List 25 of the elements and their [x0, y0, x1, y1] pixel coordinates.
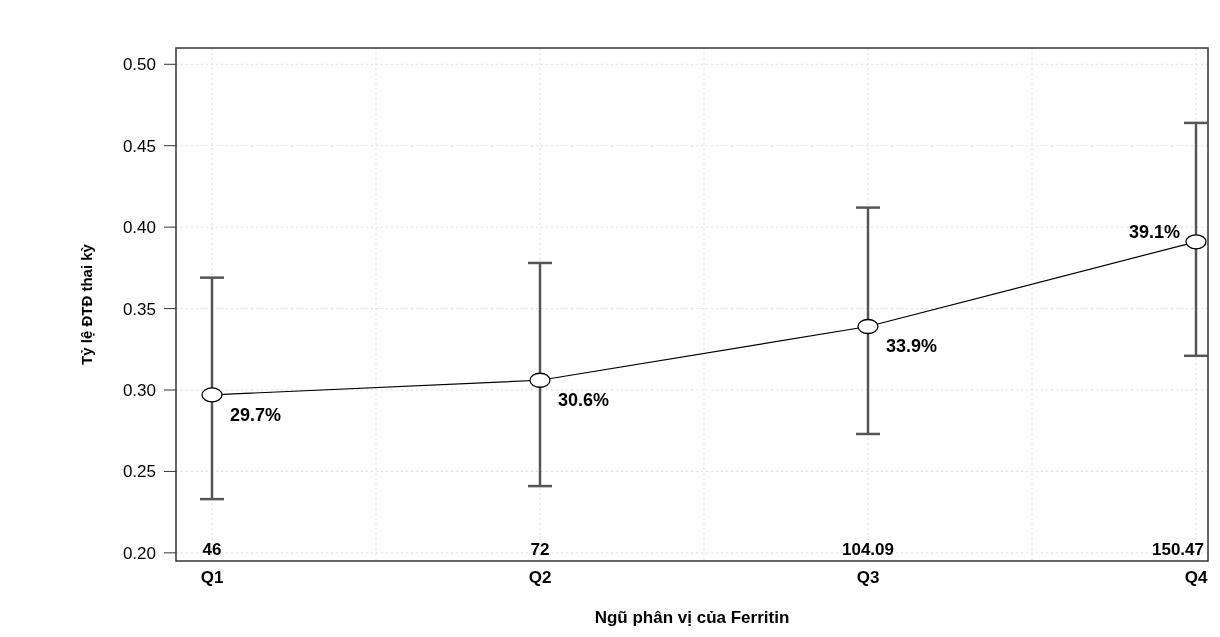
y-tick-label: 0.45 [122, 136, 156, 156]
data-label: 30.6% [558, 390, 610, 411]
y-tick-label: 0.40 [122, 218, 156, 238]
point [857, 318, 879, 335]
annotation: 46 [202, 539, 222, 559]
annotation: 150.47 [1152, 539, 1204, 559]
x-tick-label: Q3 [856, 568, 880, 587]
x-tick-label: Q4 [1184, 568, 1208, 587]
x-tick-label: Q2 [528, 568, 552, 587]
y-tick-label: 0.30 [122, 380, 156, 400]
point [1185, 234, 1207, 250]
y-tick-label: 0.35 [122, 299, 156, 319]
x-axis-title: Ngũ phân vị của Ferritin [594, 608, 790, 627]
y-axis-title: Tỷ lệ ĐTĐ thai kỳ [78, 243, 95, 365]
point [529, 372, 551, 388]
annotation: 104.09 [842, 539, 894, 559]
data-label: 29.7% [230, 404, 282, 425]
y-tick-label: 0.25 [122, 462, 156, 482]
data-label: 33.9% [886, 336, 938, 357]
point [201, 387, 223, 403]
y-tick-label: 0.20 [122, 543, 156, 563]
data-label: 39.1% [1128, 221, 1180, 242]
x-tick-label: Q1 [200, 568, 224, 587]
y-tick-label: 0.50 [122, 55, 156, 75]
annotation: 72 [530, 539, 550, 559]
